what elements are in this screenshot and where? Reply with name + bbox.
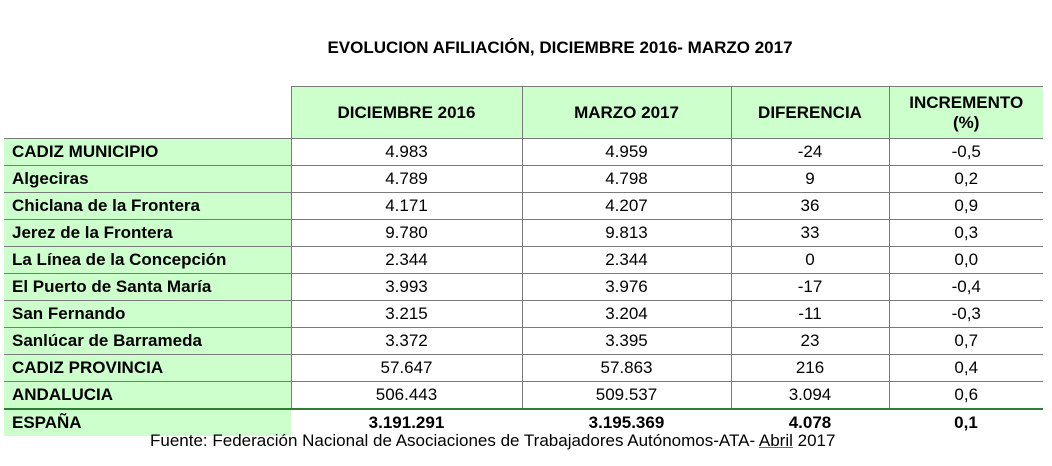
cell-diciembre-2016: 3.191.291 [291, 408, 522, 436]
cell-diciembre-2016: 506.443 [290, 381, 522, 409]
row-label: San Fernando [4, 300, 291, 328]
cell-diciembre-2016: 57.647 [290, 354, 522, 382]
row-label: CADIZ PROVINCIA [4, 354, 291, 382]
cell-diferencia: -17 [730, 273, 889, 301]
cell-diciembre-2016: 2.344 [290, 246, 522, 274]
cell-diferencia: 36 [730, 192, 889, 220]
table-row: ANDALUCIA 506.443 509.537 3.094 0,6 [4, 381, 1043, 409]
source-year: 2017 [792, 431, 836, 450]
cell-incremento: -0,3 [888, 300, 1043, 328]
cell-marzo-2017: 2.344 [521, 246, 731, 274]
header-diciembre-2016: DICIEMBRE 2016 [290, 86, 523, 139]
cell-diferencia: 216 [730, 354, 889, 382]
row-label: Jerez de la Frontera [4, 219, 291, 247]
cell-incremento: 0,7 [888, 327, 1043, 355]
table-row: ESPAÑA 3.191.291 3.195.369 4.078 0,1 [4, 408, 1043, 436]
header-diferencia: DIFERENCIA [730, 86, 890, 139]
source-note: Fuente: Federación Nacional de Asociacio… [150, 431, 835, 451]
cell-incremento: 0,0 [888, 246, 1043, 274]
source-prefix: Fuente: Federación Nacional de Asociacio… [150, 431, 759, 450]
row-label: El Puerto de Santa María [4, 273, 291, 301]
cell-diciembre-2016: 3.215 [290, 300, 522, 328]
cell-marzo-2017: 9.813 [521, 219, 731, 247]
row-label: Sanlúcar de Barrameda [4, 327, 291, 355]
cell-diferencia: 23 [730, 327, 889, 355]
row-label: La Línea de la Concepción [4, 246, 291, 274]
cell-diferencia: 3.094 [730, 381, 889, 409]
cell-incremento: -0,4 [888, 273, 1043, 301]
header-marzo-2017: MARZO 2017 [521, 86, 732, 139]
cell-incremento: 0,6 [888, 381, 1043, 409]
cell-marzo-2017: 4.798 [521, 165, 731, 193]
table-row: San Fernando 3.215 3.204 -11 -0,3 [4, 300, 1043, 328]
affiliation-table: DICIEMBRE 2016 MARZO 2017 DIFERENCIA INC… [4, 86, 1043, 436]
table-row: CADIZ MUNICIPIO 4.983 4.959 -24 -0,5 [4, 138, 1043, 166]
source-month: Abril [758, 431, 793, 450]
row-label: ESPAÑA [4, 408, 291, 436]
cell-marzo-2017: 3.395 [521, 327, 731, 355]
row-label: CADIZ MUNICIPIO [4, 138, 291, 166]
row-label: Chiclana de la Frontera [4, 192, 291, 220]
cell-diferencia: 9 [730, 165, 889, 193]
cell-diciembre-2016: 9.780 [290, 219, 522, 247]
header-incremento: INCREMENTO (%) [888, 86, 1043, 139]
row-label: ANDALUCIA [4, 381, 291, 409]
cell-incremento: -0,5 [888, 138, 1043, 166]
table-row: Algeciras 4.789 4.798 9 0,2 [4, 165, 1043, 193]
cell-marzo-2017: 509.537 [521, 381, 731, 409]
table-row: CADIZ PROVINCIA 57.647 57.863 216 0,4 [4, 354, 1043, 382]
table-row: Jerez de la Frontera 9.780 9.813 33 0,3 [4, 219, 1043, 247]
cell-diciembre-2016: 3.993 [290, 273, 522, 301]
cell-incremento: 0,9 [888, 192, 1043, 220]
cell-incremento: 0,1 [889, 408, 1043, 436]
cell-diciembre-2016: 4.983 [290, 138, 522, 166]
table-row: La Línea de la Concepción 2.344 2.344 0 0,0 [4, 246, 1043, 274]
cell-marzo-2017: 3.204 [521, 300, 731, 328]
header-row: DICIEMBRE 2016 MARZO 2017 DIFERENCIA INC… [4, 86, 1043, 139]
cell-incremento: 0,3 [888, 219, 1043, 247]
cell-diferencia: 4.078 [731, 408, 889, 436]
cell-marzo-2017: 4.959 [521, 138, 731, 166]
table-row: Sanlúcar de Barrameda 3.372 3.395 23 0,7 [4, 327, 1043, 355]
cell-marzo-2017: 57.863 [521, 354, 731, 382]
cell-diciembre-2016: 3.372 [290, 327, 522, 355]
table-row: El Puerto de Santa María 3.993 3.976 -17 -0,… [4, 273, 1043, 301]
cell-incremento: 0,2 [888, 165, 1043, 193]
cell-marzo-2017: 3.195.369 [522, 408, 731, 436]
cell-marzo-2017: 3.976 [521, 273, 731, 301]
cell-diciembre-2016: 4.171 [290, 192, 522, 220]
cell-diferencia: 33 [730, 219, 889, 247]
cell-diferencia: -24 [730, 138, 889, 166]
cell-marzo-2017: 4.207 [521, 192, 731, 220]
cell-diciembre-2016: 4.789 [290, 165, 522, 193]
table-row: Chiclana de la Frontera 4.171 4.207 36 0,9 [4, 192, 1043, 220]
cell-diferencia: 0 [730, 246, 889, 274]
header-blank [4, 87, 291, 139]
table-title: EVOLUCION AFILIACIÓN, DICIEMBRE 2016- MA… [327, 38, 793, 57]
cell-incremento: 0,4 [888, 354, 1043, 382]
cell-diferencia: -11 [730, 300, 889, 328]
row-label: Algeciras [4, 165, 291, 193]
